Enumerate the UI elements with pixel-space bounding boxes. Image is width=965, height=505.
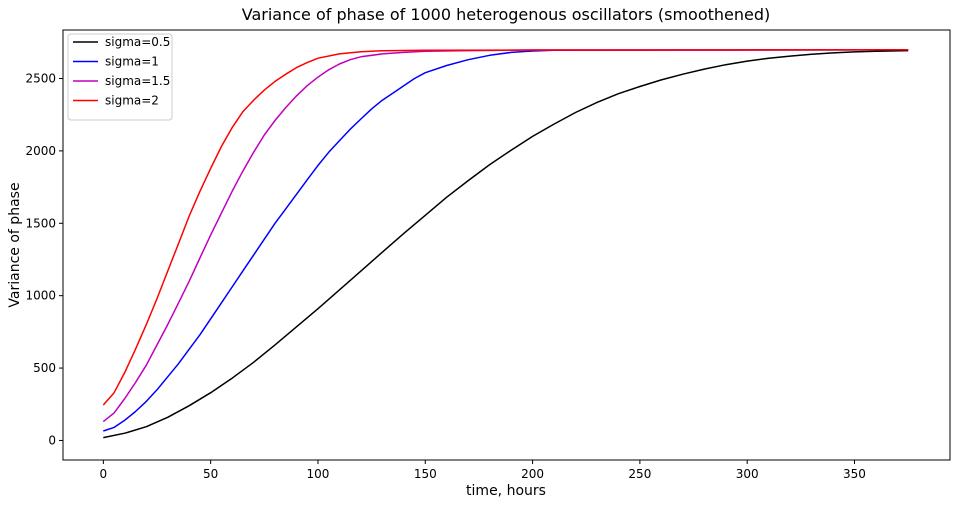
series-line-sigma-1-5 — [102, 49, 909, 423]
legend-box — [67, 33, 173, 121]
y-tick-label: 1000 — [25, 289, 56, 303]
x-tick-label: 150 — [414, 467, 437, 481]
x-tick-label: 100 — [307, 467, 330, 481]
legend-label: sigma=1.5 — [105, 74, 170, 88]
legend-label: sigma=1 — [105, 55, 159, 69]
series-line-sigma-1 — [103, 49, 909, 432]
series-line-sigma-2 — [102, 49, 909, 406]
y-axis-label: Variance of phase — [7, 182, 23, 307]
ticks-layer: 0 50 100 150 200 250 300 350 0 500 1000 1500 2000 250… — [25, 72, 865, 481]
y-tick-label: 1500 — [25, 216, 56, 230]
legend: sigma=0.5 sigma=1 sigma=1.5 sigma=2 — [67, 33, 173, 121]
x-axis-label: time, hours — [466, 483, 546, 499]
series-layer — [102, 49, 909, 439]
legend-label: sigma=2 — [105, 94, 159, 108]
y-tick-label: 2000 — [25, 144, 56, 158]
chart-title: Variance of phase of 1000 heterogenous o… — [242, 5, 771, 24]
x-tick-label: 300 — [736, 467, 759, 481]
series-line-sigma-0-5 — [103, 49, 909, 439]
y-tick-label: 2500 — [25, 72, 56, 86]
x-tick-label: 250 — [628, 467, 651, 481]
x-tick-label: 200 — [521, 467, 544, 481]
y-tick-label: 0 — [48, 433, 56, 447]
legend-label: sigma=0.5 — [105, 35, 170, 49]
x-tick-label: 350 — [843, 467, 866, 481]
x-tick-label: 50 — [203, 467, 218, 481]
x-tick-label: 0 — [100, 467, 108, 481]
plot-frame — [62, 29, 951, 461]
y-tick-label: 500 — [33, 361, 56, 375]
